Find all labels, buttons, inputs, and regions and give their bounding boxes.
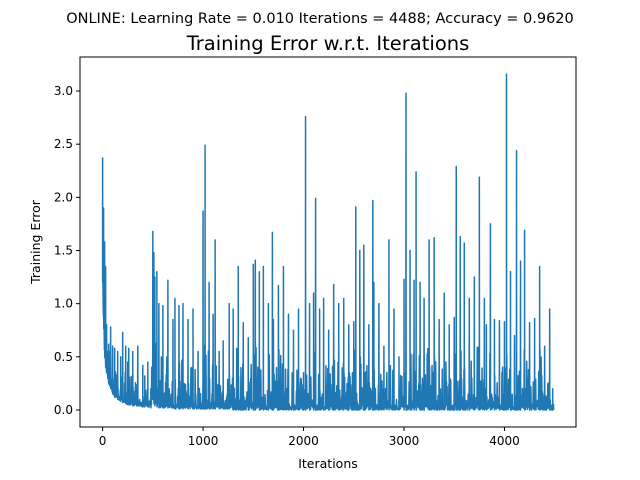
x-tick-label: 2000 — [288, 434, 319, 448]
y-tick-label: 2.5 — [54, 137, 73, 151]
y-axis-label: Training Error — [28, 199, 43, 285]
y-tick-label: 2.0 — [54, 190, 73, 204]
y-tick-label: 3.0 — [54, 84, 73, 98]
x-axis: 0 1000 2000 3000 4000 — [99, 427, 520, 448]
series-line — [101, 73, 555, 411]
x-axis-label: Iterations — [298, 456, 358, 471]
x-tick-label: 0 — [99, 434, 107, 448]
x-tick-label: 4000 — [489, 434, 520, 448]
y-tick-label: 0.0 — [54, 403, 73, 417]
plot-area — [79, 56, 577, 428]
axes-frame — [79, 56, 577, 428]
x-tick-label: 3000 — [389, 434, 420, 448]
y-tick-label: 1.5 — [54, 244, 73, 258]
x-tick-label: 1000 — [188, 434, 219, 448]
figure-suptitle: ONLINE: Learning Rate = 0.010 Iterations… — [66, 11, 574, 27]
y-tick-label: 1.0 — [54, 297, 73, 311]
y-tick-label: 0.5 — [54, 350, 73, 364]
chart-title: Training Error w.r.t. Iterations — [186, 32, 470, 55]
y-axis: 0.0 0.5 1.0 1.5 2.0 2.5 3.0 — [54, 84, 80, 417]
series-layer — [101, 73, 555, 411]
